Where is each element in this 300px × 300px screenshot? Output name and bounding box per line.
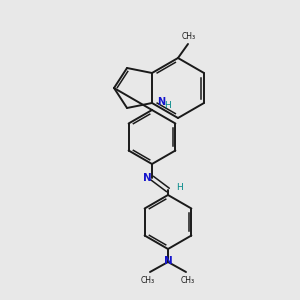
Text: N: N [142,173,152,183]
Text: H: H [176,182,183,191]
Text: CH₃: CH₃ [181,276,195,285]
Text: N: N [164,256,172,266]
Text: N: N [157,97,165,107]
Text: CH₃: CH₃ [141,276,155,285]
Text: CH₃: CH₃ [182,32,196,41]
Text: H: H [164,100,171,109]
